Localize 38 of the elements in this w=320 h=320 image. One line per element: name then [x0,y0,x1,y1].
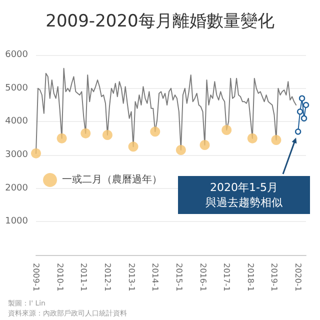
point [176,145,186,155]
point [296,108,304,115]
chart-title: 2009-2020每月離婚數量變化 [46,12,274,32]
point [102,130,112,140]
x-tick-label: 2016-1 [198,263,208,292]
x-tick-label: 2012-1 [102,263,112,292]
point [247,133,258,144]
point [128,142,138,152]
point [200,140,210,150]
point [80,128,91,138]
y-tick-label: 3000 [5,150,28,160]
x-tick-label: 2015-1 [174,263,184,292]
y-tick-label: 5000 [5,83,28,94]
x-tick-label: 2013-1 [126,263,136,292]
y-tick-label: 1000 [5,216,28,227]
x-tick-label: 2020-1 [294,263,303,292]
point [31,148,41,158]
x-tick-label: 2010-1 [55,263,64,292]
x-tick-label: 2018-1 [246,263,255,292]
x-tick-label: 2011-1 [79,263,88,292]
y-tick-label: 4000 [5,116,28,127]
callout-box: 2020年1-5月與過去趨勢相似 [178,176,310,214]
point [271,135,282,145]
y-tick-label: 2000 [5,183,28,194]
x-tick-label: 2017-1 [222,263,232,292]
x-tick-label: 2014-1 [150,263,160,292]
point [294,128,302,135]
point [300,115,308,122]
x-tick-label: 2019-1 [270,263,279,292]
point [56,133,67,144]
annotation: 2020年1-5月與過去趨勢相似 [205,180,283,210]
point [302,102,310,108]
x-tick-label: 2009-1 [32,263,40,292]
point [150,126,160,137]
point [222,125,232,135]
legend-label: 一或二月（農曆過年） [62,174,162,186]
point [298,95,306,102]
y-tick-label: 6000 [5,50,28,60]
